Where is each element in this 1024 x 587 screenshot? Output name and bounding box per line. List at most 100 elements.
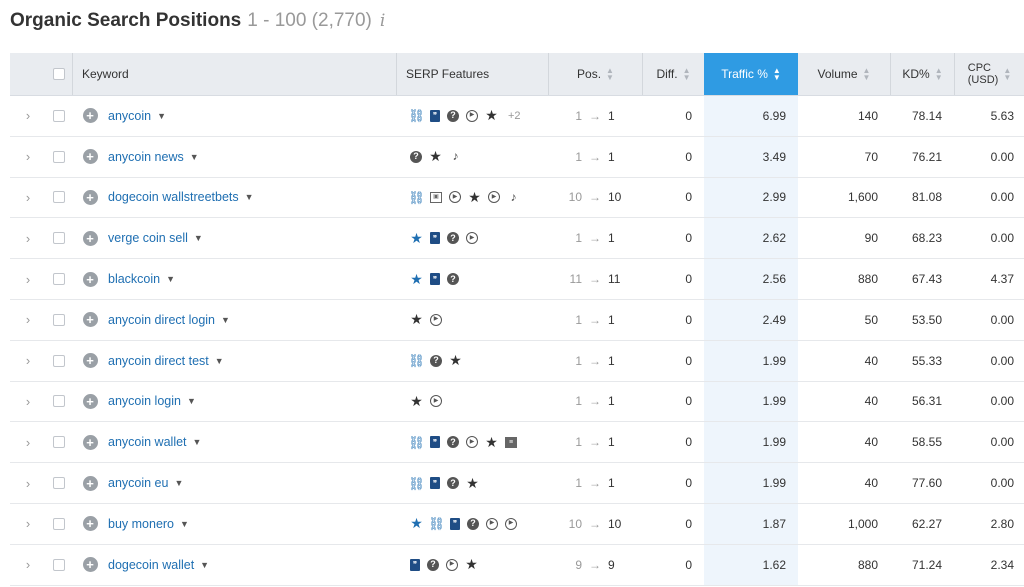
keyword-dropdown-icon[interactable]: ▼ bbox=[189, 151, 199, 162]
keyword-dropdown-icon[interactable]: ▼ bbox=[244, 192, 254, 203]
expand-chevron-icon[interactable]: › bbox=[25, 271, 31, 287]
keyword-link[interactable]: anycoin direct login bbox=[108, 312, 216, 327]
sort-down-icon: ▼ bbox=[682, 73, 691, 82]
position-to: 1 bbox=[608, 394, 615, 409]
sort-icon[interactable]: ▲ ▼ bbox=[863, 67, 871, 82]
column-volume[interactable]: Volume ▲ ▼ bbox=[798, 53, 890, 95]
add-keyword-icon[interactable]: + bbox=[82, 516, 98, 532]
keyword-link[interactable]: buy monero bbox=[108, 516, 175, 531]
keyword-dropdown-icon[interactable]: ▼ bbox=[193, 233, 203, 244]
add-keyword-icon[interactable]: + bbox=[82, 434, 98, 450]
select-all-cell bbox=[46, 53, 72, 95]
kd-cell: 55.33 bbox=[890, 341, 954, 381]
expand-chevron-icon[interactable]: › bbox=[25, 312, 31, 328]
keyword-dropdown-icon[interactable]: ▼ bbox=[214, 355, 224, 366]
column-pos[interactable]: Pos. ▲ ▼ bbox=[548, 53, 642, 95]
info-icon[interactable]: i bbox=[379, 11, 386, 31]
select-cell bbox=[46, 96, 72, 136]
sort-icon[interactable]: ▲ ▼ bbox=[682, 67, 691, 82]
expand-cell: › bbox=[10, 382, 46, 422]
keyword-dropdown-icon[interactable]: ▼ bbox=[200, 559, 210, 570]
traffic-value: 2.56 bbox=[762, 272, 786, 287]
keyword-link[interactable]: dogecoin wallet bbox=[108, 557, 195, 572]
diff-value: 0 bbox=[685, 476, 692, 491]
position-to: 1 bbox=[608, 108, 615, 123]
keyword-link[interactable]: anycoin login bbox=[108, 394, 181, 409]
keyword-link[interactable]: anycoin news bbox=[108, 149, 184, 164]
traffic-cell: 1.99 bbox=[704, 340, 798, 381]
sort-down-icon: ▼ bbox=[606, 73, 614, 82]
keyword-dropdown-icon[interactable]: ▼ bbox=[192, 437, 202, 448]
expand-chevron-icon[interactable]: › bbox=[25, 393, 31, 409]
column-cpc[interactable]: CPC (USD) ▲ ▼ bbox=[954, 53, 1024, 95]
keyword-link[interactable]: anycoin eu bbox=[108, 476, 169, 491]
position-cell: 1 → 1 bbox=[548, 137, 642, 177]
traffic-value: 1.99 bbox=[762, 476, 786, 491]
column-diff[interactable]: Diff. ▲ ▼ bbox=[642, 53, 704, 95]
add-keyword-icon[interactable]: + bbox=[82, 353, 98, 369]
add-keyword-icon[interactable]: + bbox=[82, 393, 98, 409]
keyword-link[interactable]: verge coin sell bbox=[108, 231, 188, 246]
serp-features-cell: ❞? ▶ ★ bbox=[396, 545, 548, 585]
expand-chevron-icon[interactable]: › bbox=[25, 353, 31, 369]
row-checkbox[interactable] bbox=[53, 313, 65, 326]
column-keyword[interactable]: Keyword bbox=[72, 53, 396, 95]
sort-icon[interactable]: ▲ ▼ bbox=[773, 67, 781, 82]
row-checkbox[interactable] bbox=[53, 436, 65, 449]
select-all-checkbox[interactable] bbox=[53, 68, 65, 80]
expand-chevron-icon[interactable]: › bbox=[25, 149, 31, 165]
column-kd[interactable]: KD% ▲ ▼ bbox=[890, 53, 954, 95]
expand-chevron-icon[interactable]: › bbox=[25, 557, 31, 573]
keyword-dropdown-icon[interactable]: ▼ bbox=[166, 274, 176, 285]
keyword-dropdown-icon[interactable]: ▼ bbox=[180, 518, 189, 529]
more-features-badge[interactable]: +2 bbox=[508, 109, 521, 122]
row-checkbox[interactable] bbox=[53, 150, 65, 163]
sort-icon[interactable]: ▲ ▼ bbox=[934, 67, 943, 82]
column-volume-label: Volume bbox=[817, 67, 858, 81]
row-checkbox[interactable] bbox=[53, 517, 65, 530]
position-cell: 1 → 1 bbox=[548, 96, 642, 136]
video-icon: ▶ bbox=[449, 191, 461, 204]
add-keyword-icon[interactable]: + bbox=[82, 108, 98, 124]
diff-cell: 0 bbox=[642, 463, 704, 503]
column-traffic[interactable]: Traffic % ▲ ▼ bbox=[704, 53, 798, 95]
expand-chevron-icon[interactable]: › bbox=[25, 475, 31, 491]
expand-chevron-icon[interactable]: › bbox=[25, 516, 31, 532]
keyword-dropdown-icon[interactable]: ▼ bbox=[221, 314, 230, 325]
volume-cell: 70 bbox=[798, 137, 890, 177]
keyword-dropdown-icon[interactable]: ▼ bbox=[174, 478, 184, 489]
volume-cell: 40 bbox=[798, 341, 890, 381]
keyword-link[interactable]: anycoin wallet bbox=[108, 435, 187, 450]
row-checkbox[interactable] bbox=[53, 273, 65, 286]
row-checkbox[interactable] bbox=[53, 395, 65, 408]
row-checkbox[interactable] bbox=[53, 109, 65, 122]
keyword-link[interactable]: dogecoin wallstreetbets bbox=[108, 190, 239, 205]
column-cpc-label: CPC (USD) bbox=[968, 62, 999, 86]
sort-icon[interactable]: ▲ ▼ bbox=[606, 67, 614, 82]
sort-down-icon: ▼ bbox=[934, 73, 943, 82]
row-checkbox[interactable] bbox=[53, 354, 65, 367]
row-checkbox[interactable] bbox=[53, 558, 65, 571]
add-keyword-icon[interactable]: + bbox=[82, 475, 98, 491]
sort-icon[interactable]: ▲ ▼ bbox=[1003, 67, 1011, 82]
keyword-dropdown-icon[interactable]: ▼ bbox=[157, 110, 167, 121]
row-checkbox[interactable] bbox=[53, 191, 65, 204]
add-keyword-icon[interactable]: + bbox=[82, 149, 98, 165]
add-keyword-icon[interactable]: + bbox=[82, 312, 98, 328]
add-keyword-icon[interactable]: + bbox=[82, 189, 98, 205]
keyword-link[interactable]: anycoin direct test bbox=[108, 353, 209, 368]
keyword-link[interactable]: blackcoin bbox=[108, 272, 161, 287]
keyword-link[interactable]: anycoin bbox=[108, 108, 152, 123]
cpc-value: 0.00 bbox=[990, 312, 1014, 327]
add-keyword-icon[interactable]: + bbox=[82, 271, 98, 287]
add-keyword-icon[interactable]: + bbox=[82, 230, 98, 246]
add-keyword-icon[interactable]: + bbox=[82, 557, 98, 573]
expand-chevron-icon[interactable]: › bbox=[25, 108, 31, 124]
expand-chevron-icon[interactable]: › bbox=[25, 189, 31, 205]
expand-chevron-icon[interactable]: › bbox=[25, 230, 31, 246]
row-checkbox[interactable] bbox=[53, 232, 65, 245]
volume-cell: 50 bbox=[798, 300, 890, 340]
keyword-dropdown-icon[interactable]: ▼ bbox=[186, 396, 196, 407]
row-checkbox[interactable] bbox=[53, 477, 65, 490]
expand-chevron-icon[interactable]: › bbox=[25, 434, 31, 450]
